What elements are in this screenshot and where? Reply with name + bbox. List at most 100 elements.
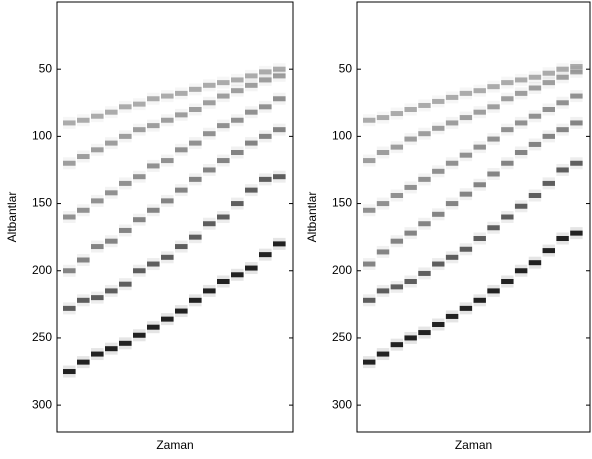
heat-cell [231,88,244,94]
heat-cell [119,227,132,233]
heat-cell [203,100,216,106]
heat-shadow [474,85,486,97]
y-axis-label: Altbantlar [305,192,319,243]
heat-shadow [273,123,286,136]
heat-shadow [189,137,202,150]
heat-cell [189,86,202,92]
heat-cell [91,113,104,119]
heat-cell [161,316,174,322]
heat-shadow [105,106,118,118]
heat-shadow [570,65,583,78]
heat-shadow [418,173,431,186]
heat-shadow [432,318,445,331]
heat-cell [175,112,188,118]
heat-shadow [259,73,272,86]
heat-cell [259,252,272,258]
heat-cell [161,254,174,260]
heat-shadow [175,184,188,197]
heat-cell [63,369,76,375]
heat-cell [376,351,390,357]
heat-cell [501,160,514,166]
heat-cell [514,150,528,155]
heat-cell [363,158,376,164]
heat-shadow [515,74,527,86]
heat-shadow [542,76,555,89]
heat-cell [161,198,174,204]
heat-cell [245,73,258,79]
y-tick-label: 200 [32,263,52,277]
heat-cell [556,66,569,72]
heat-shadow [203,79,216,91]
heat-cell [542,70,555,76]
heat-cell [390,111,404,117]
heat-cell [203,82,216,88]
heat-shadow [473,141,486,154]
heat-shadow [529,71,541,83]
heat-cell [175,90,188,96]
heat-shadow [542,244,555,257]
heat-shadow [259,100,272,113]
heat-cell [390,144,404,150]
heat-cell [147,207,160,213]
heat-cell [217,123,230,129]
heat-shadow [119,130,132,143]
heat-cell [203,288,216,294]
heat-shadow [391,108,403,120]
y-tick-label: 250 [332,330,352,344]
heat-shadow [514,264,528,277]
heat-shadow [133,123,146,136]
heat-shadow [133,213,146,226]
heat-shadow [487,81,499,93]
heat-cell [91,244,104,250]
heat-cell [189,234,202,240]
heat-cell [514,268,528,274]
heat-cell [217,80,230,86]
heat-shadow [363,204,376,217]
heat-shadow [487,221,500,234]
heat-cell [418,221,431,227]
heat-cell [459,191,473,197]
heat-shadow [175,87,188,99]
heat-cell [77,154,90,160]
heat-cell [273,66,286,72]
heat-cell [487,288,500,294]
heat-cell [161,93,174,99]
heat-shadow [259,130,272,143]
heat-cell [390,284,404,290]
heat-cell [376,150,390,155]
heat-cell [203,167,216,173]
heat-cell [133,217,146,223]
heat-cell [528,141,542,147]
heat-shadow [445,116,459,129]
heat-shadow [147,321,160,334]
heat-shadow [77,254,90,266]
heat-cell [161,117,174,123]
heat-cell [432,211,445,217]
heat-shadow [91,348,104,361]
heat-shadow [556,163,569,176]
heat-cell [570,93,583,99]
y-tick-label: 300 [332,397,352,411]
heat-shadow [91,110,104,122]
heat-shadow [418,99,430,111]
heat-cell [570,69,583,75]
heat-shadow [445,310,459,323]
heat-shadow [203,217,216,230]
heat-shadow [487,168,500,180]
y-tick-label: 50 [39,61,53,75]
heat-shadow [376,348,390,361]
heat-shadow [105,342,118,355]
heat-shadow [203,284,216,297]
heat-cell [77,359,90,365]
heat-shadow [570,227,583,240]
heat-shadow [390,141,404,154]
heat-shadow [404,275,417,288]
heat-cell [404,107,417,112]
heat-shadow [63,365,76,378]
y-tick-label: 200 [332,263,352,277]
heat-shadow [119,177,132,190]
heat-cell [77,207,90,213]
heat-shadow [133,98,146,110]
heat-shadow [231,146,244,159]
